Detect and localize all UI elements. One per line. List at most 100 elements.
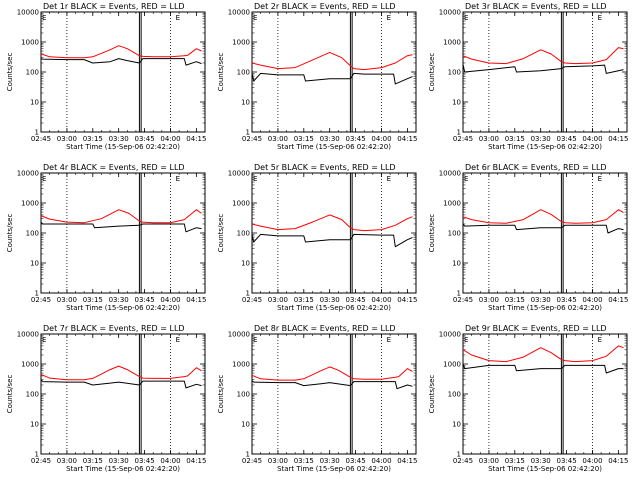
series-line-lld [40, 365, 202, 381]
series-line-events [251, 72, 413, 85]
y-tick-label: 1000 [21, 361, 39, 369]
y-tick-label: 1 [35, 290, 39, 298]
x-tick-label: 02:45 [453, 296, 473, 304]
x-tick-label: 03:30 [531, 135, 551, 143]
y-tick-label: 1 [246, 451, 250, 459]
x-tick-label: 04:15 [186, 135, 206, 143]
series-line-events [462, 223, 624, 234]
x-tick-label: 03:45 [345, 135, 365, 143]
y-tick-label: 10000 [17, 331, 39, 339]
chart-title: Det 9r BLACK = Events, RED = LLD [465, 324, 607, 333]
y-tick-label: 1000 [443, 361, 461, 369]
x-tick-label: 04:00 [160, 296, 180, 304]
corner-mark: E [387, 14, 391, 22]
y-tick-label: 1 [35, 451, 39, 459]
y-tick-label: 100 [448, 391, 461, 399]
x-tick-label: 03:15 [505, 296, 525, 304]
y-tick-label: 10000 [17, 170, 39, 178]
corner-mark: E [387, 175, 391, 183]
y-tick-label: 10000 [228, 9, 250, 17]
x-tick-label: 03:45 [556, 135, 576, 143]
x-tick-label: 02:45 [31, 135, 51, 143]
x-axis-label: Start Time (15-Sep-06 02:42:20) [488, 143, 602, 151]
x-tick-label: 03:15 [83, 457, 103, 465]
x-axis-label: Start Time (15-Sep-06 02:42:20) [66, 304, 180, 312]
corner-mark: E [464, 336, 468, 344]
y-tick-label: 10 [452, 260, 461, 268]
corner-mark: E [598, 336, 602, 344]
y-tick-label: 10 [452, 421, 461, 429]
x-tick-label: 02:45 [31, 296, 51, 304]
y-tick-label: 1000 [21, 200, 39, 208]
x-tick-label: 03:15 [83, 296, 103, 304]
y-tick-label: 1 [457, 451, 461, 459]
y-tick-label: 1000 [232, 200, 250, 208]
chart-panel-5: Det 5r BLACK = Events, RED = LLD 02:45 03:… [217, 163, 417, 312]
series-line-lld [251, 214, 413, 232]
x-tick-label: 03:00 [268, 457, 288, 465]
corner-mark: E [464, 175, 468, 183]
plot-frame [462, 172, 628, 294]
y-tick-label: 10 [241, 421, 250, 429]
x-tick-label: 04:00 [582, 457, 602, 465]
y-tick-label: 10 [241, 99, 250, 107]
y-tick-label: 10000 [17, 9, 39, 17]
x-tick-label: 03:15 [294, 457, 314, 465]
y-tick-label: 100 [26, 391, 39, 399]
x-tick-label: 04:15 [397, 296, 417, 304]
y-tick-label: 100 [448, 69, 461, 77]
y-axis-label: Counts/sec [428, 214, 436, 253]
x-tick-label: 03:15 [294, 296, 314, 304]
y-tick-label: 10 [30, 260, 39, 268]
series-line-lld [251, 51, 413, 71]
x-tick-label: 04:15 [608, 457, 628, 465]
corner-mark: E [253, 14, 257, 22]
y-tick-label: 1 [457, 290, 461, 298]
y-tick-label: 1000 [443, 200, 461, 208]
series-line-events [40, 221, 202, 233]
x-axis-label: Start Time (15-Sep-06 02:42:20) [277, 304, 391, 312]
y-tick-label: 100 [26, 230, 39, 238]
series-line-events [40, 58, 202, 66]
x-tick-label: 04:00 [582, 135, 602, 143]
chart-title: Det 8r BLACK = Events, RED = LLD [254, 324, 396, 333]
series-line-lld [40, 45, 202, 59]
plot-frame [251, 172, 417, 294]
chart-title: Det 6r BLACK = Events, RED = LLD [465, 163, 607, 172]
x-tick-label: 03:00 [57, 457, 77, 465]
chart-panel-9: Det 9r BLACK = Events, RED = LLD 02:45 03:… [428, 324, 628, 473]
x-axis-label: Start Time (15-Sep-06 02:42:20) [277, 143, 391, 151]
chart-title: Det 4r BLACK = Events, RED = LLD [43, 163, 185, 172]
x-tick-label: 02:45 [242, 296, 262, 304]
x-tick-label: 04:00 [371, 135, 391, 143]
corner-mark: E [253, 336, 257, 344]
x-tick-label: 03:45 [134, 457, 154, 465]
y-tick-label: 10000 [439, 331, 461, 339]
x-tick-label: 03:45 [345, 457, 365, 465]
x-tick-label: 03:45 [556, 296, 576, 304]
y-tick-label: 1000 [21, 39, 39, 47]
y-tick-label: 100 [237, 69, 250, 77]
y-axis-label: Counts/sec [6, 214, 14, 253]
corner-mark: E [42, 14, 46, 22]
y-tick-label: 10 [241, 260, 250, 268]
x-tick-label: 03:00 [479, 457, 499, 465]
y-tick-label: 1000 [443, 39, 461, 47]
x-axis-label: Start Time (15-Sep-06 02:42:20) [488, 304, 602, 312]
x-tick-label: 02:45 [242, 135, 262, 143]
y-tick-label: 1000 [232, 361, 250, 369]
y-tick-label: 10000 [439, 9, 461, 17]
series-line-events [251, 233, 413, 248]
x-tick-label: 04:00 [582, 296, 602, 304]
chart-panel-3: Det 3r BLACK = Events, RED = LLD 02:45 03:… [428, 2, 628, 151]
y-tick-label: 10000 [228, 170, 250, 178]
y-tick-label: 1 [246, 129, 250, 137]
corner-mark: E [387, 336, 391, 344]
y-axis-label: Counts/sec [6, 53, 14, 92]
series-line-events [251, 380, 413, 390]
x-axis-label: Start Time (15-Sep-06 02:42:20) [277, 465, 391, 473]
x-tick-label: 04:00 [371, 296, 391, 304]
x-tick-label: 04:15 [608, 296, 628, 304]
x-tick-label: 04:00 [371, 457, 391, 465]
y-tick-label: 10 [30, 421, 39, 429]
